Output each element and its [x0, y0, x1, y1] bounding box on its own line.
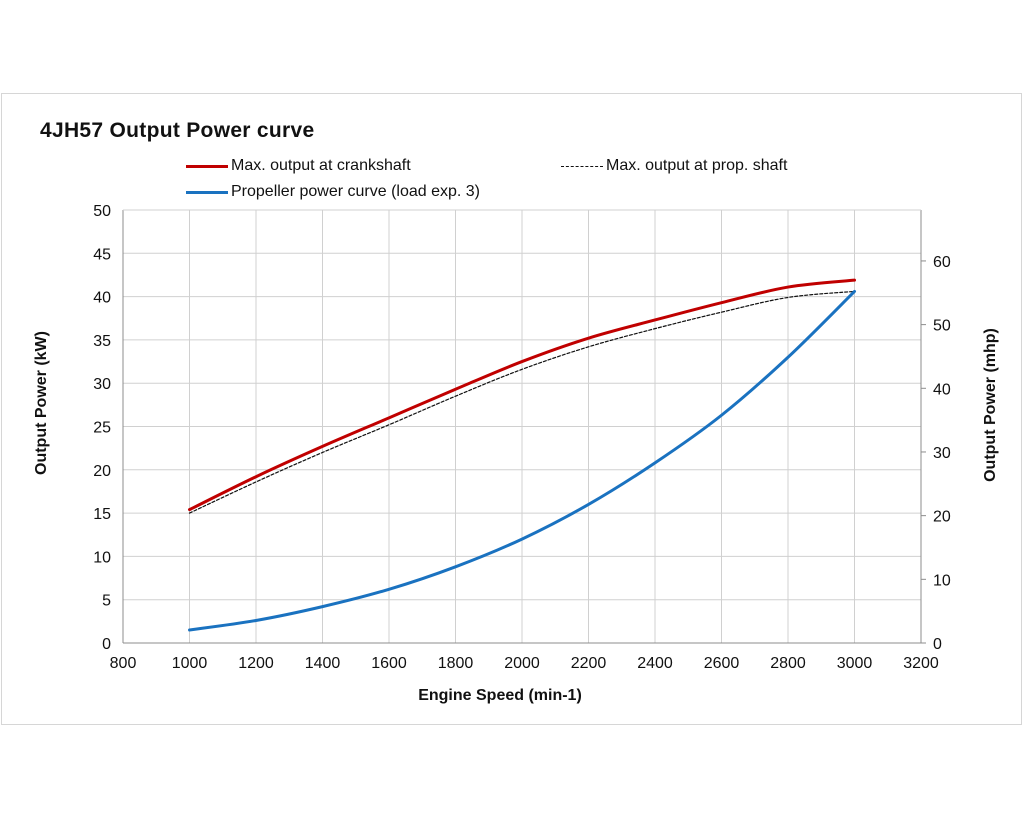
y-tick-label-right: 60	[933, 254, 951, 271]
series-line-prop-shaft	[188, 290, 856, 514]
legend-item-prop-shaft: Max. output at prop. shaft	[561, 157, 787, 175]
x-tick-label: 2800	[770, 655, 806, 672]
legend-label-prop-shaft: Max. output at prop. shaft	[606, 157, 788, 174]
y-axis-label-right: Output Power (mhp)	[982, 328, 999, 482]
chart-frame	[1, 93, 1022, 725]
y-tick-label-left: 25	[93, 420, 111, 437]
y-tick-label-right: 50	[933, 318, 951, 335]
x-tick-label: 2600	[704, 655, 740, 672]
y-axis-label-left: Output Power (kW)	[33, 331, 50, 475]
x-tick-label: 2000	[504, 655, 540, 672]
y-tick-label-right: 30	[933, 445, 951, 462]
x-tick-label: 3200	[903, 655, 939, 672]
y-tick-label-right: 40	[933, 381, 951, 398]
legend-item-crankshaft: Max. output at crankshaft	[186, 157, 411, 175]
x-tick-label: 2400	[637, 655, 673, 672]
legend-item-propeller-curve: Propeller power curve (load exp. 3)	[186, 183, 480, 201]
y-tick-label-right: 0	[933, 636, 942, 653]
legend-label-propeller-curve: Propeller power curve (load exp. 3)	[231, 183, 481, 200]
y-tick-label-left: 0	[102, 636, 111, 653]
x-tick-label: 1000	[172, 655, 208, 672]
y-tick-label-right: 20	[933, 509, 951, 526]
x-tick-label: 1200	[238, 655, 274, 672]
y-tick-label-left: 35	[93, 333, 111, 350]
x-tick-label: 1600	[371, 655, 407, 672]
legend-swatch-propeller-curve	[186, 190, 228, 194]
legend-label-crankshaft: Max. output at crankshaft	[231, 157, 411, 174]
y-tick-label-right: 10	[933, 572, 951, 589]
x-tick-label: 1800	[438, 655, 474, 672]
x-axis-label: Engine Speed (min-1)	[418, 687, 582, 704]
x-tick-label: 1400	[305, 655, 341, 672]
y-tick-label-left: 45	[93, 246, 111, 263]
legend-swatch-prop-shaft	[561, 165, 603, 167]
y-tick-label-left: 30	[93, 376, 111, 393]
series-line-crankshaft	[188, 278, 856, 512]
x-tick-label: 3000	[837, 655, 873, 672]
x-tick-label: 2200	[571, 655, 607, 672]
series-line-propeller-curve	[188, 289, 856, 632]
x-tick-label: 800	[110, 655, 137, 672]
y-tick-label-left: 40	[93, 290, 111, 307]
y-tick-label-left: 50	[93, 203, 111, 220]
y-tick-label-left: 5	[102, 593, 111, 610]
chart-title: 4JH57 Output Power curve	[40, 119, 315, 142]
y-tick-label-left: 20	[93, 463, 111, 480]
y-tick-label-left: 10	[93, 549, 111, 566]
y-tick-label-left: 15	[93, 506, 111, 523]
legend-swatch-crankshaft	[186, 164, 228, 168]
